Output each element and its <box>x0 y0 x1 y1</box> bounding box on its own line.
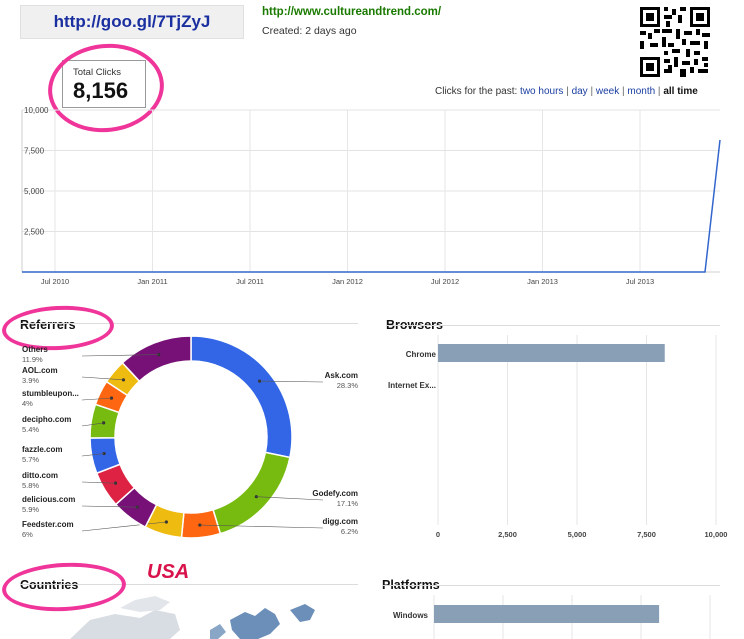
browser-x-tick: 10,000 <box>705 530 728 539</box>
period-prefix: Clicks for the past: <box>435 86 518 97</box>
donut-leader-line <box>256 496 324 501</box>
donut-slice <box>121 335 192 383</box>
line-chart-series <box>22 139 721 273</box>
donut-label: decipho.com <box>22 415 71 424</box>
browser-x-tick: 7,500 <box>637 530 656 539</box>
donut-percent: 3.9% <box>22 376 39 385</box>
period-all-time[interactable]: all time <box>663 86 698 97</box>
usa-annotation-text: USA <box>147 561 190 583</box>
browser-x-tick: 2,500 <box>498 530 517 539</box>
browser-category-label: Internet Ex... <box>388 381 436 390</box>
donut-label: fazzle.com <box>22 445 62 454</box>
donut-leader-line <box>81 422 104 427</box>
countries-divider <box>20 584 358 585</box>
donut-percent: 11.9% <box>22 355 43 364</box>
donut-leader-line <box>81 521 167 532</box>
donut-leader-dot <box>198 523 202 527</box>
donut-leader-line <box>81 354 159 357</box>
line-chart-x-tick: Jan 2011 <box>137 277 167 286</box>
donut-percent: 5.8% <box>22 481 39 490</box>
donut-label: Feedster.com <box>22 520 74 529</box>
world-map[interactable] <box>60 590 360 639</box>
platform-category-label: Windows <box>393 611 429 620</box>
platforms-bar-chart: Windows <box>393 595 711 639</box>
platform-bar <box>434 605 660 623</box>
donut-percent: 28.3% <box>337 381 359 390</box>
line-chart-x-tick: Jul 2013 <box>626 277 654 286</box>
donut-leader-line <box>81 453 105 457</box>
donut-percent: 5.4% <box>22 425 39 434</box>
donut-label: Godefy.com <box>312 489 358 498</box>
browsers-bar-chart: 0 2,500 5,000 7,500 10,000 Chrome Internet Ex.… <box>388 335 728 539</box>
donut-slice <box>212 451 291 535</box>
short-url-box: http://goo.gl/7TjZyJ <box>20 5 244 39</box>
donut-label: delicious.com <box>22 495 75 504</box>
total-clicks-label: Total Clicks <box>73 67 122 78</box>
donut-label: digg.com <box>322 517 358 526</box>
donut-leader-dot <box>254 495 258 499</box>
period-selector: Clicks for the past: two hours | day | w… <box>435 86 698 97</box>
referrers-divider <box>20 323 358 324</box>
line-chart-x-tick: Jan 2013 <box>527 277 558 286</box>
period-day[interactable]: day <box>571 86 588 97</box>
platforms-divider <box>382 585 720 586</box>
line-chart-y-tick: 5,000 <box>24 187 45 196</box>
donut-leader-line <box>81 397 112 401</box>
donut-label: AOL.com <box>22 366 58 375</box>
line-chart-x-tick: Jul 2010 <box>41 277 69 286</box>
donut-leader-line <box>81 481 116 484</box>
donut-percent: 4% <box>22 399 33 408</box>
browser-x-tick: 0 <box>436 530 440 539</box>
browsers-divider <box>386 325 720 326</box>
donut-leader-dot <box>102 421 106 425</box>
donut-leader-line <box>81 376 124 381</box>
donut-leader-line <box>259 380 324 383</box>
line-chart-y-tick: 2,500 <box>24 228 45 237</box>
donut-percent: 6% <box>22 530 33 539</box>
donut-slice <box>190 335 293 459</box>
period-two-hours[interactable]: two hours <box>520 86 564 97</box>
line-chart-x-tick: Jan 2012 <box>332 277 363 286</box>
period-week[interactable]: week <box>595 86 620 97</box>
donut-percent: 6.2% <box>341 527 358 536</box>
donut-label: Others <box>22 345 48 354</box>
line-chart-x-tick: Jul 2011 <box>236 277 264 286</box>
long-url-link[interactable]: http://www.cultureandtrend.com/ <box>262 6 442 18</box>
donut-leader-line <box>199 524 324 529</box>
donut-label: ditto.com <box>22 471 58 480</box>
total-clicks-box: Total Clicks 8,156 <box>62 60 146 108</box>
line-chart-y-tick: 7,500 <box>24 147 45 156</box>
period-month[interactable]: month <box>627 86 656 97</box>
clicks-line-chart: 10,000 7,500 5,000 2,500 Jul 2010 Jan 2011 Jul… <box>21 106 721 286</box>
browser-bar <box>438 344 665 362</box>
donut-percent: 5.9% <box>22 505 39 514</box>
short-url-link[interactable]: http://goo.gl/7TjZyJ <box>53 12 211 31</box>
qr-code-icon[interactable] <box>640 7 710 77</box>
donut-percent: 5.7% <box>22 455 39 464</box>
line-chart-y-tick: 10,000 <box>24 106 49 115</box>
total-clicks-value: 8,156 <box>73 78 129 103</box>
line-chart-x-tick: Jul 2012 <box>431 277 459 286</box>
donut-label: Ask.com <box>325 371 358 380</box>
referrers-title: Referrers <box>20 318 76 332</box>
donut-label: stumbleupon... <box>22 389 79 398</box>
donut-leader-line <box>81 505 138 508</box>
donut-percent: 17.1% <box>337 499 359 508</box>
countries-title: Countries <box>20 578 79 592</box>
browser-category-label: Chrome <box>406 350 437 359</box>
created-date: Created: 2 days ago <box>262 25 357 37</box>
browser-x-tick: 5,000 <box>568 530 587 539</box>
